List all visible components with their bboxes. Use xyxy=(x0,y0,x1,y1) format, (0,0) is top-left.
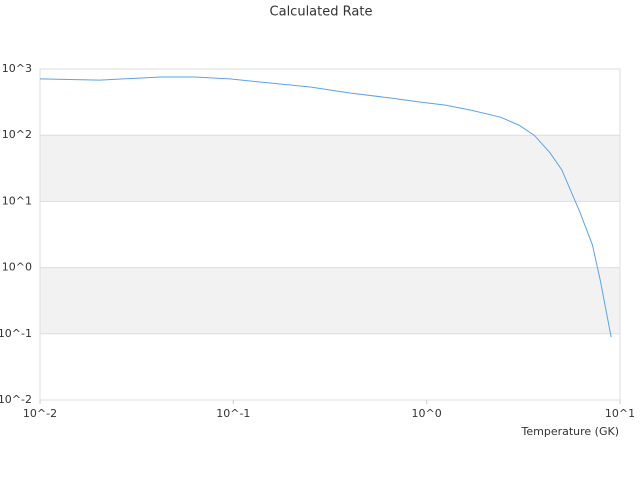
x-axis-label: Temperature (GK) xyxy=(521,425,620,438)
plot-frame xyxy=(39,68,621,401)
y-tick-label: 10^0 xyxy=(2,261,32,274)
x-tick-label: 10^-2 xyxy=(23,407,57,420)
grid-band xyxy=(40,135,620,202)
x-tick-label: 10^1 xyxy=(605,407,635,420)
x-tick-label: 10^0 xyxy=(412,407,442,420)
y-tick-label: 10^-2 xyxy=(0,393,32,406)
y-tick-label: 10^2 xyxy=(2,128,32,141)
y-tick-label: 10^3 xyxy=(2,62,32,75)
chart-title: Calculated Rate xyxy=(270,5,373,20)
grid-band xyxy=(40,267,620,334)
data-line xyxy=(39,76,612,338)
x-tick-label: 10^-1 xyxy=(216,407,250,420)
y-tick-label: 10^-1 xyxy=(0,327,32,340)
y-tick-label: 10^1 xyxy=(2,194,32,207)
